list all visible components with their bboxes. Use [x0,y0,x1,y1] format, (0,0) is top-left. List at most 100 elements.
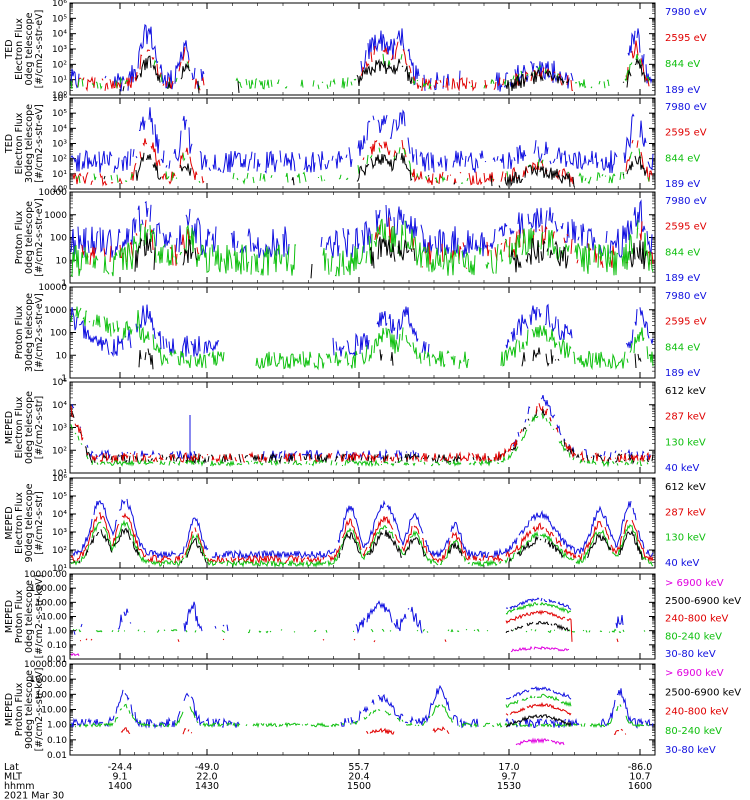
y-axis-label: MEPED [4,506,15,539]
y-tick-label: 0.01 [47,751,67,761]
y-tick-label: 1000 [44,211,67,221]
panel-frame [69,663,656,756]
panel-2: 10⁰ 10¹ 10² 10³ 10⁴ 10⁵ 10⁶ TED Electron Flux 30d… [4,94,707,195]
y-axis-label: MEPED [4,600,15,633]
legend-entry: 240-800 keV [665,707,729,718]
trace-blue [72,498,654,560]
legend-entry: 2500-6900 keV [665,687,741,698]
y-axis-label: 0deg telescope [24,580,35,653]
y-tick-label: 10⁵ [52,14,67,24]
x-hhmm-label: 1600 [628,781,652,792]
y-tick-label: 10⁴ [52,30,67,40]
y-tick-label: 10¹ [52,469,67,479]
y-tick-label: 10 [56,256,68,266]
y-tick-label: 10³ [52,45,67,55]
y-tick-label: 10³ [52,424,67,434]
trace-black [122,55,646,94]
legend-entry: 40 keV [665,463,699,474]
trace-red [505,701,572,716]
y-axis-label: [#/cm2-s-str] [34,491,45,554]
y-axis-label: 0deg telescope [24,201,35,274]
legend-entry: 7980 eV [665,7,707,18]
y-tick-label: 10.00 [41,613,67,623]
y-axis-label: [#/cm2-s-str-keV] [34,668,45,752]
legend-entry: 844 eV [665,342,700,353]
panel-frame [69,477,656,569]
y-tick-label: 10000 [38,188,67,198]
y-tick-label: 10⁶ [52,474,67,484]
trace-blue [70,199,653,260]
x-row-label: MLT [4,772,22,783]
y-tick-label: 10⁶ [52,94,67,104]
y-tick-label: 10² [52,546,67,556]
trace-blue [70,303,654,358]
trace-red [71,403,653,462]
legend-entry: 30-80 keV [665,745,716,756]
x-mlt-label: 22.0 [196,772,217,783]
legend-entry: 7980 eV [665,102,707,113]
x-hhmm-label: 1500 [347,781,371,792]
y-axis-label: Proton Flux [14,589,25,643]
x-lat-label: -86.0 [628,762,653,773]
panel-6: 10¹ 10² 10³ 10⁴ 10⁵ 10⁶ MEPED Electron Flux 90de… [4,474,706,574]
y-tick-label: 10⁴ [52,510,67,520]
y-tick-label: 1 [61,279,67,289]
y-axis-label: Electron Flux [14,492,25,554]
legend-entry: 40 keV [665,558,699,569]
trace-green [505,601,572,615]
y-tick-label: 1 [61,374,67,384]
x-mlt-label: 10.7 [629,772,650,783]
y-tick-label: 10 [56,351,68,361]
y-tick-label: 10⁰ [52,91,67,101]
y-axis-label: [#/cm2-s-str] [34,396,45,459]
y-axis-label: TED [4,134,15,154]
x-hhmm-label: 1430 [195,781,219,792]
y-axis-label: Electron Flux [14,18,25,80]
x-row-label: 2021 Mar 30 [4,791,64,800]
y-tick-label: 10³ [52,528,67,538]
y-axis-label: [#/cm2-s-str-eV] [34,293,45,372]
legend-entry: 7980 eV [665,196,707,207]
y-tick-label: 10000.00 [24,570,67,580]
x-row-label: hhmm [4,781,35,792]
legend-entry: 612 keV [665,482,706,493]
y-axis-label: [#/cm2-s-str-keV] [34,575,45,659]
trace-red [120,726,627,736]
legend-entry: 130 keV [665,437,706,448]
panel-5: 10¹ 10² 10³ 10⁴ 10⁵ MEPED Electron Flux 0deg te… [4,378,706,479]
y-tick-label: 10¹ [52,564,67,574]
y-tick-label: 10³ [52,140,67,150]
y-axis-label: 90deg telescope [24,670,35,749]
legend-entry: 844 eV [665,59,700,70]
y-tick-label: 10² [52,60,67,70]
x-lat-label: -49.0 [195,762,220,773]
y-axis-label: [#/cm2-s-str-eV] [34,10,45,89]
y-axis-label: 0deg telescope [24,391,35,464]
legend-entry: 2595 eV [665,128,707,139]
y-tick-label: 0.10 [47,736,67,746]
legend-entry: 7980 eV [665,291,707,302]
panel-frame [69,381,656,474]
y-tick-label: 0.10 [47,641,67,651]
y-axis-label: MEPED [4,693,15,726]
legend-entry: 189 eV [665,273,700,284]
x-mlt-label: 9.7 [501,772,516,783]
y-tick-label: 10⁵ [52,492,67,502]
y-tick-label: 1000 [44,306,67,316]
legend-entry: 844 eV [665,247,700,258]
legend-entry: 2595 eV [665,317,707,328]
y-tick-label: 10² [52,155,67,165]
panel-8: 0.01 0.10 1.00 10.00 100.00 1000.00 10000.00 ME… [4,660,741,761]
trace-magenta [70,645,570,657]
y-tick-label: 0.01 [47,655,67,665]
legend-entry: > 6900 keV [665,668,724,679]
y-axis-label: Proton Flux [14,210,25,264]
y-tick-label: 100 [50,329,67,339]
y-tick-label: 10000.00 [24,660,67,670]
y-tick-label: 10¹ [52,170,67,180]
legend-entry: 612 keV [665,386,706,397]
panel-3: 1 10 100 1000 10000 Proton Flux 0deg telescope… [14,188,707,289]
x-row-label: Lat [4,762,19,773]
legend-entry: 189 eV [665,368,700,379]
